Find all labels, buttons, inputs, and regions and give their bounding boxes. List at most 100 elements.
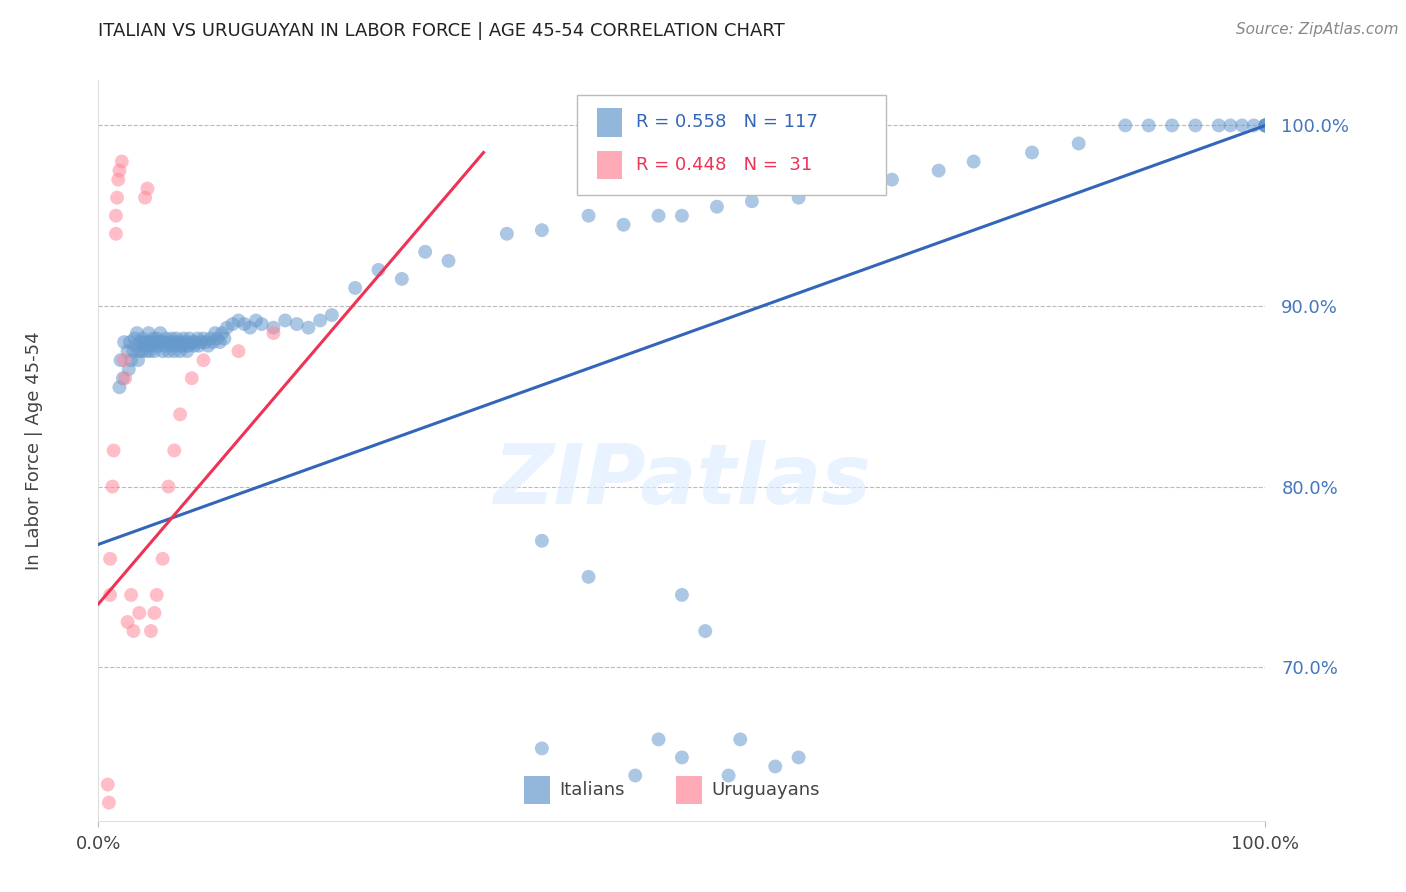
Point xyxy=(187,331,209,345)
Point xyxy=(152,335,174,350)
Point xyxy=(155,331,177,345)
Point xyxy=(101,479,124,493)
Text: Uruguayans: Uruguayans xyxy=(711,781,820,799)
Point xyxy=(162,335,184,350)
Point xyxy=(197,339,219,353)
Point xyxy=(118,335,141,350)
Point xyxy=(1230,119,1253,133)
Point xyxy=(172,335,194,350)
Point xyxy=(146,588,169,602)
Point xyxy=(204,326,226,340)
Point xyxy=(122,344,145,359)
Point xyxy=(117,344,139,359)
Point xyxy=(159,339,181,353)
Point xyxy=(165,339,187,353)
Point xyxy=(135,344,157,359)
Point xyxy=(1067,136,1090,151)
Point xyxy=(146,339,169,353)
Point xyxy=(530,223,553,237)
Point xyxy=(166,331,188,345)
Point xyxy=(110,353,132,368)
Text: Italians: Italians xyxy=(560,781,624,799)
Point xyxy=(139,335,162,350)
Point xyxy=(297,320,319,334)
Point xyxy=(125,326,148,340)
Point xyxy=(131,344,153,359)
Text: ITALIAN VS URUGUAYAN IN LABOR FORCE | AGE 45-54 CORRELATION CHART: ITALIAN VS URUGUAYAN IN LABOR FORCE | AG… xyxy=(98,21,785,39)
Point xyxy=(124,331,146,345)
Point xyxy=(104,209,127,223)
Point xyxy=(114,371,136,385)
Point xyxy=(190,335,212,350)
FancyBboxPatch shape xyxy=(576,95,886,195)
Bar xyxy=(596,109,623,136)
Point xyxy=(174,335,197,350)
Point xyxy=(228,313,250,327)
Text: R = 0.558   N = 117: R = 0.558 N = 117 xyxy=(637,113,818,131)
Point xyxy=(613,218,636,232)
Point xyxy=(184,335,207,350)
Point xyxy=(530,741,553,756)
Bar xyxy=(596,152,623,179)
Point xyxy=(148,335,170,350)
Point xyxy=(134,339,156,353)
Y-axis label: In Labor Force | Age 45-54: In Labor Force | Age 45-54 xyxy=(25,331,42,570)
Point xyxy=(193,353,215,368)
Point xyxy=(671,209,693,223)
Point xyxy=(120,353,142,368)
Point xyxy=(730,732,752,747)
Point xyxy=(142,331,165,345)
Point xyxy=(153,339,176,353)
Point xyxy=(717,768,740,782)
Point xyxy=(157,479,180,493)
Point xyxy=(1021,145,1043,160)
Point xyxy=(1254,119,1277,133)
Point xyxy=(160,331,183,345)
Point xyxy=(170,339,193,353)
Point xyxy=(177,339,200,353)
Point xyxy=(201,335,224,350)
Bar xyxy=(524,776,550,805)
Point xyxy=(117,615,139,629)
Point xyxy=(132,331,155,345)
Point xyxy=(120,588,142,602)
Point xyxy=(321,308,343,322)
Point xyxy=(530,533,553,548)
Point xyxy=(149,326,172,340)
Point xyxy=(846,181,869,195)
Point xyxy=(578,570,600,584)
Point xyxy=(169,408,191,422)
Point xyxy=(180,335,202,350)
Point xyxy=(112,353,135,368)
Point xyxy=(233,317,256,331)
Point xyxy=(285,317,308,331)
Point xyxy=(187,339,209,353)
Point xyxy=(578,209,600,223)
Point xyxy=(132,335,155,350)
Point xyxy=(105,191,128,205)
Point xyxy=(183,339,205,353)
Point xyxy=(928,163,950,178)
Point xyxy=(98,551,121,566)
Point xyxy=(143,344,166,359)
Point xyxy=(1254,119,1277,133)
Point xyxy=(180,371,202,385)
Point xyxy=(152,551,174,566)
Point xyxy=(1219,119,1241,133)
Point xyxy=(112,335,135,350)
Point xyxy=(1161,119,1184,133)
Point xyxy=(671,750,693,764)
Point xyxy=(1184,119,1206,133)
Point xyxy=(391,272,413,286)
Point xyxy=(139,344,162,359)
Point xyxy=(962,154,984,169)
Point xyxy=(262,326,284,340)
Point xyxy=(136,181,159,195)
Point xyxy=(128,344,150,359)
Point xyxy=(763,759,786,773)
Point xyxy=(1254,119,1277,133)
Point xyxy=(671,588,693,602)
Point xyxy=(152,344,174,359)
Point xyxy=(211,326,233,340)
Text: Source: ZipAtlas.com: Source: ZipAtlas.com xyxy=(1236,22,1399,37)
